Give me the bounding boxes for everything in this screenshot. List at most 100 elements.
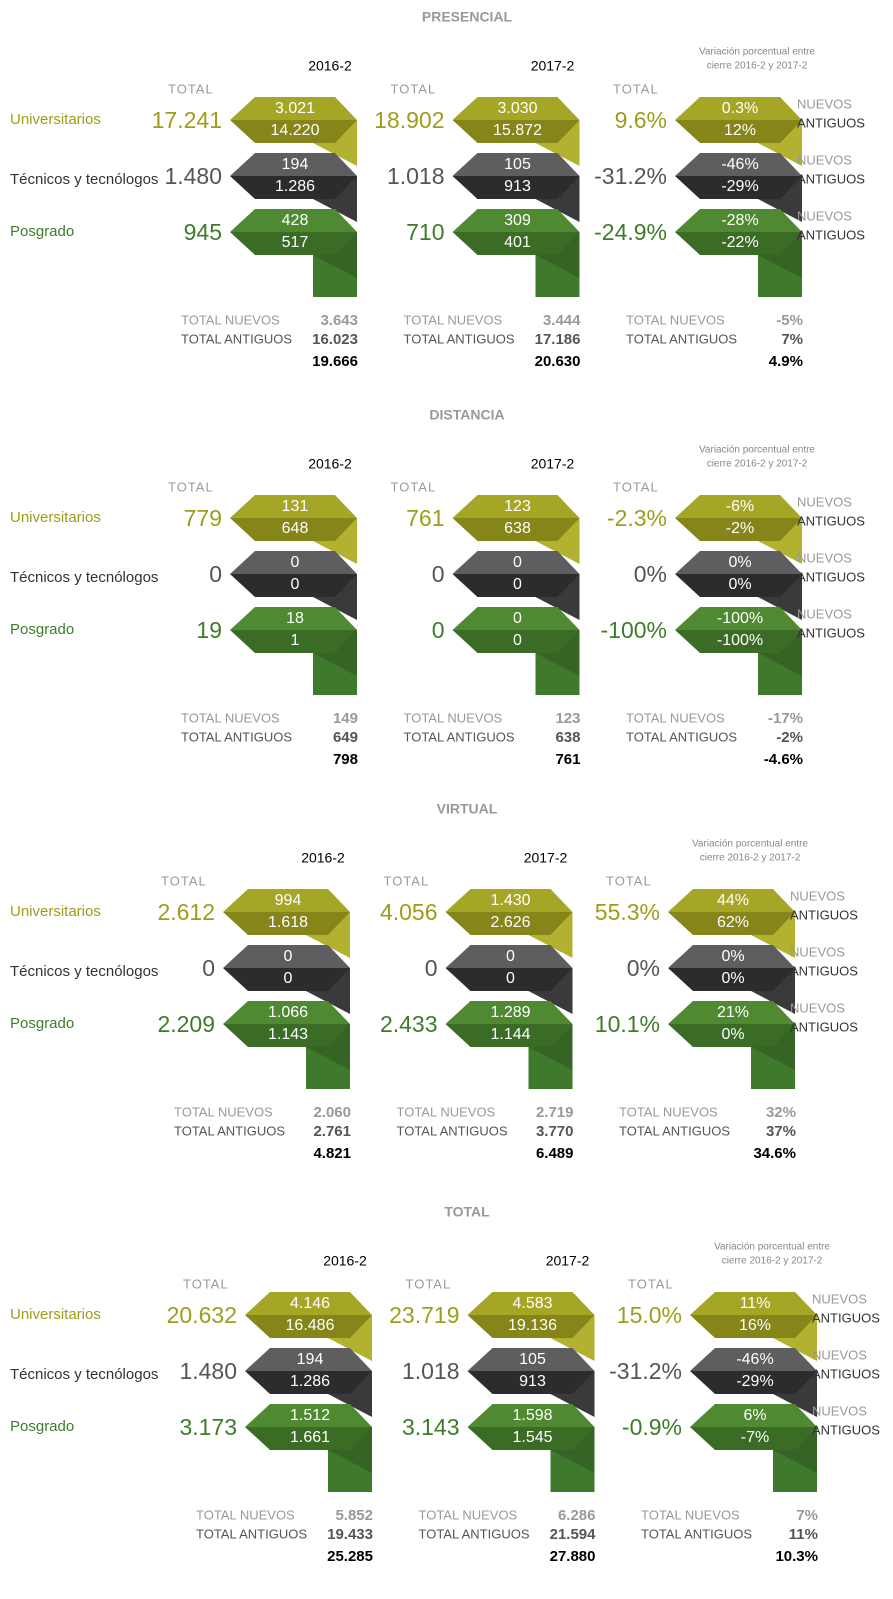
summary-nuevos: 2.719 (536, 1104, 574, 1121)
total-antiguos-caption: TOTAL ANTIGUOS (404, 331, 515, 346)
antiguos-value: -29% (736, 1373, 773, 1390)
nuevos-caption: NUEVOS (790, 944, 845, 959)
nuevos-value: 123 (504, 498, 531, 515)
row-total: 761 (406, 505, 444, 531)
nuevos-value: 105 (519, 1351, 546, 1368)
summary-nuevos: 123 (555, 710, 580, 727)
total-nuevos-caption: TOTAL NUEVOS (181, 710, 280, 725)
row-total: 20.632 (167, 1302, 237, 1328)
row-total: -2.3% (607, 505, 667, 531)
total-caption: TOTAL (161, 873, 207, 888)
antiguos-value: 648 (282, 520, 309, 537)
total-caption: TOTAL (628, 1276, 674, 1291)
row-label: Posgrado (10, 621, 74, 638)
nuevos-value: 0 (513, 554, 522, 571)
summary-nuevos: 32% (766, 1104, 796, 1121)
summary-antiguos: 19.433 (327, 1526, 373, 1543)
row-label: Técnicos y tecnólogos (10, 963, 158, 980)
antiguos-caption: ANTIGUOS (797, 227, 865, 242)
antiguos-value: 15.872 (493, 122, 542, 139)
antiguos-value: -100% (717, 632, 763, 649)
summary-total: 798 (333, 751, 358, 768)
row-total: 55.3% (595, 899, 660, 925)
total-antiguos-caption: TOTAL ANTIGUOS (626, 331, 737, 346)
total-caption: TOTAL (406, 1276, 452, 1291)
summary-nuevos: -17% (768, 710, 803, 727)
nuevos-value: 1.598 (512, 1407, 552, 1424)
total-caption: TOTAL (606, 873, 652, 888)
row-total: 19 (196, 617, 222, 643)
row-label: Posgrado (10, 1418, 74, 1435)
summary-nuevos: -5% (776, 312, 803, 329)
total-caption: TOTAL (391, 479, 437, 494)
row-label: Posgrado (10, 223, 74, 240)
antiguos-caption: ANTIGUOS (797, 513, 865, 528)
total-antiguos-caption: TOTAL ANTIGUOS (419, 1526, 530, 1541)
total-antiguos-caption: TOTAL ANTIGUOS (619, 1123, 730, 1138)
total-nuevos-caption: TOTAL NUEVOS (626, 710, 725, 725)
summary-total: 4.9% (769, 353, 803, 370)
row-total: 1.480 (179, 1358, 237, 1384)
variation-header: cierre 2016-2 y 2017-2 (700, 853, 801, 864)
period-label: 2016-2 (308, 456, 352, 472)
summary-total: 27.880 (550, 1548, 596, 1565)
antiguos-value: 401 (504, 234, 531, 251)
nuevos-value: 6% (743, 1407, 766, 1424)
summary-nuevos: 3.643 (320, 312, 358, 329)
total-nuevos-caption: TOTAL NUEVOS (404, 710, 503, 725)
section-title: DISTANCIA (429, 407, 504, 423)
row-label: Universitarios (10, 1306, 101, 1323)
summary-total: 25.285 (327, 1548, 373, 1565)
row-total: 710 (406, 219, 444, 245)
total-caption: TOTAL (183, 1276, 229, 1291)
row-total: 3.173 (179, 1414, 237, 1440)
row-total: 23.719 (389, 1302, 459, 1328)
antiguos-value: 913 (504, 178, 531, 195)
total-nuevos-caption: TOTAL NUEVOS (419, 1507, 518, 1522)
variation-header: cierre 2016-2 y 2017-2 (722, 1256, 823, 1267)
nuevos-value: 0 (513, 610, 522, 627)
antiguos-caption: ANTIGUOS (790, 963, 858, 978)
summary-total: 10.3% (775, 1548, 818, 1565)
nuevos-value: 18 (286, 610, 304, 627)
antiguos-value: -29% (721, 178, 758, 195)
nuevos-caption: NUEVOS (797, 152, 852, 167)
summary-antiguos: 37% (766, 1123, 796, 1140)
section-title: PRESENCIAL (422, 9, 513, 25)
total-nuevos-caption: TOTAL NUEVOS (641, 1507, 740, 1522)
nuevos-value: 0.3% (722, 100, 758, 117)
period-label: 2016-2 (301, 850, 345, 866)
nuevos-value: -46% (721, 156, 758, 173)
total-nuevos-caption: TOTAL NUEVOS (181, 312, 280, 327)
nuevos-caption: NUEVOS (797, 550, 852, 565)
variation-header: Variación porcentual entre (714, 1242, 830, 1253)
nuevos-value: -28% (721, 212, 758, 229)
total-caption: TOTAL (613, 81, 659, 96)
summary-total: 4.821 (313, 1145, 351, 1162)
row-label: Universitarios (10, 111, 101, 128)
row-total: 3.143 (402, 1414, 460, 1440)
summary-total: 34.6% (753, 1145, 796, 1162)
nuevos-value: 11% (740, 1295, 771, 1312)
total-nuevos-caption: TOTAL NUEVOS (174, 1104, 273, 1119)
total-antiguos-caption: TOTAL ANTIGUOS (181, 331, 292, 346)
summary-total: 761 (555, 751, 580, 768)
infographic: PRESENCIAL Universitarios Técnicos y tecnó… (0, 0, 893, 1599)
row-total: 9.6% (615, 107, 667, 133)
summary-total: 19.666 (312, 353, 358, 370)
period-label: 2017-2 (524, 850, 568, 866)
antiguos-caption: ANTIGUOS (812, 1366, 880, 1381)
row-total: 10.1% (595, 1011, 660, 1037)
row-total: 15.0% (617, 1302, 682, 1328)
row-total: 2.612 (157, 899, 215, 925)
period-label: 2017-2 (531, 456, 575, 472)
antiguos-value: 16% (739, 1317, 771, 1334)
antiguos-value: 1.545 (512, 1429, 552, 1446)
summary-antiguos: 649 (333, 729, 358, 746)
row-label: Universitarios (10, 509, 101, 526)
section-title: VIRTUAL (437, 801, 498, 817)
antiguos-value: 1.661 (290, 1429, 330, 1446)
nuevos-caption: NUEVOS (790, 1000, 845, 1015)
antiguos-value: 14.220 (271, 122, 320, 139)
antiguos-value: -7% (741, 1429, 769, 1446)
